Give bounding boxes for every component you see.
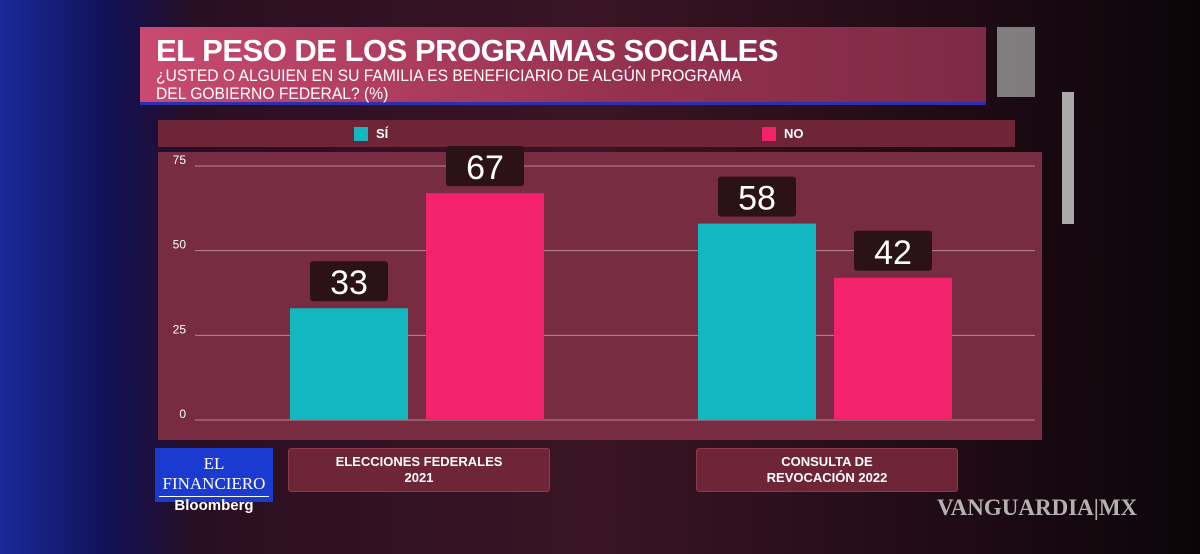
background-panel [997,27,1035,97]
legend-swatch [354,126,368,141]
subtitle-line: ¿USTED O ALGUIEN EN SU FAMILIA ES BENEFI… [156,66,742,85]
category-line: CONSULTA DE [781,454,873,469]
data-label: 33 [330,264,368,302]
chart-title: EL PESO DE LOS PROGRAMAS SOCIALES [156,33,778,68]
category-line: REVOCACIÓN 2022 [766,470,888,485]
data-label: 58 [738,180,776,218]
logo-text: Bloomberg [174,497,254,514]
background-panel [1062,92,1074,224]
legend: SÍ NO [158,120,1015,147]
chart-subtitle: ¿USTED O ALGUIEN EN SU FAMILIA ES BENEFI… [156,67,742,103]
data-label-box [718,176,796,217]
category-line: ELECCIONES FEDERALES [335,454,503,469]
logo-text: EL FINANCIERO [159,454,269,497]
y-tick-label: 75 [173,153,187,167]
bar-no [426,193,544,420]
bar-si [698,223,816,420]
legend-item-no: NO [762,126,804,141]
data-label-box [446,146,524,187]
legend-label: SÍ [376,126,389,141]
data-label: 67 [466,149,504,187]
legend-item-si: SÍ [354,126,388,141]
data-label-box [854,230,932,271]
data-label-box [310,261,388,302]
y-tick-label: 50 [173,238,187,252]
category-label: ELECCIONES FEDERALES 2021 [288,448,550,492]
category-label: CONSULTA DE REVOCACIÓN 2022 [696,448,958,492]
category-line: 2021 [404,470,434,485]
y-tick-label: 25 [173,322,187,336]
legend-swatch [762,126,776,141]
bar-si [290,308,408,420]
title-panel: EL PESO DE LOS PROGRAMAS SOCIALES ¿USTED… [140,27,986,105]
subtitle-line: DEL GOBIERNO FEDERAL? (%) [156,84,389,103]
vanguardia-watermark: VANGUARDIA|MX [937,495,1138,520]
data-label: 42 [874,234,912,272]
bar-no [834,277,952,420]
el-financiero-bloomberg-logo: EL FINANCIERO Bloomberg [155,448,273,514]
y-tick-label: 0 [179,407,186,421]
legend-label: NO [784,126,804,141]
